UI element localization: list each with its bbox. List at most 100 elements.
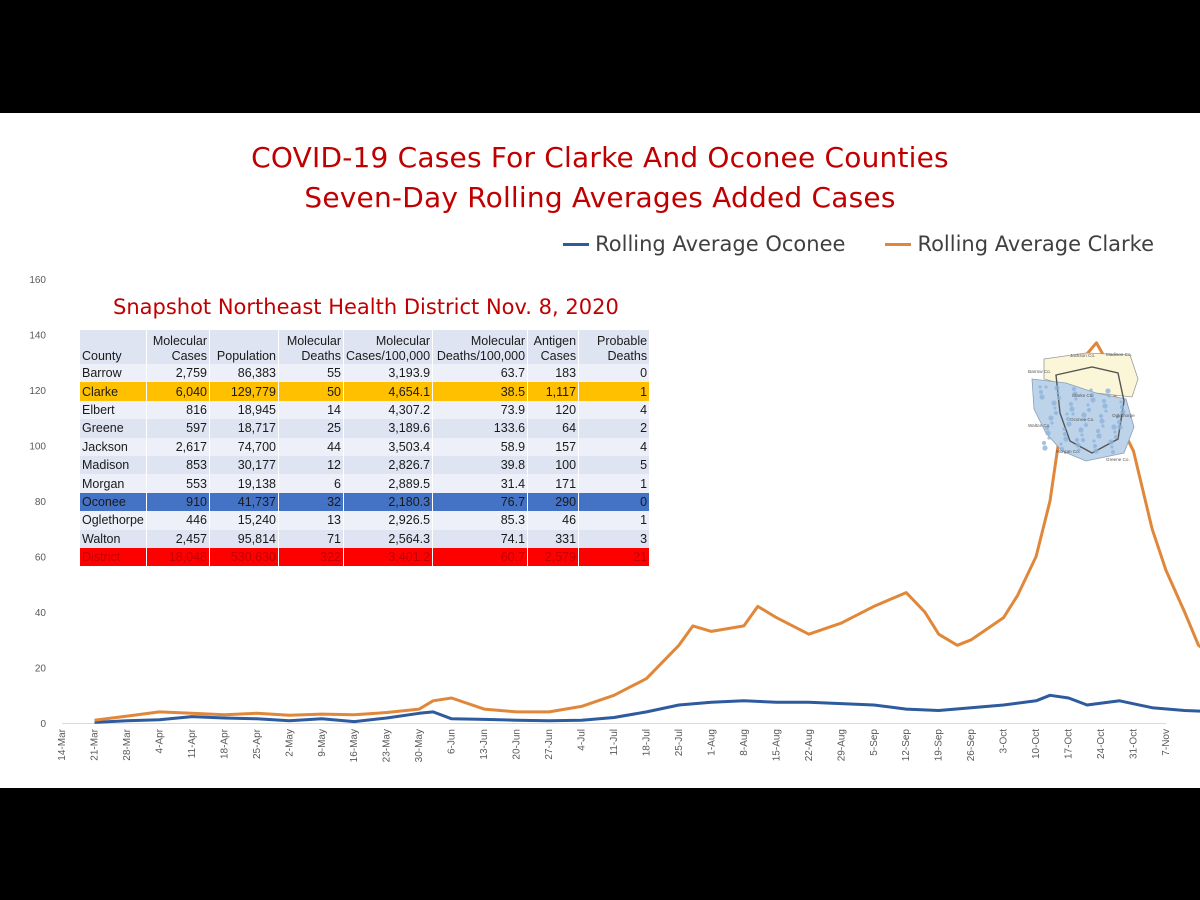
map-texture xyxy=(1038,385,1126,455)
x-tick-label: 19-Sep xyxy=(934,729,945,762)
cell-county: Oglethorpe xyxy=(80,511,147,530)
header-deaths-per-100k-text: Molecular Deaths/100,000 xyxy=(436,334,526,363)
cell-molecular-deaths: 25 xyxy=(278,419,344,438)
cell-population: 18,945 xyxy=(209,400,279,420)
x-tick-label: 3-Oct xyxy=(999,729,1010,754)
map-label-greene: Greene Co. xyxy=(1106,457,1130,462)
cell-cases-per-100k: 2,889.5 xyxy=(343,474,434,493)
map-texture-dot xyxy=(1092,443,1098,449)
cell-cases-per-100k: 2,180.3 xyxy=(343,492,434,512)
x-tick-label: 13-Jun xyxy=(479,729,490,760)
table-row: District 18,048 530,630 322 3,401.2 60.7 2,579… xyxy=(80,547,651,567)
cell-antigen-cases: 2,579 xyxy=(527,547,580,567)
table-body: Barrow 2,759 86,383 55 3,193.9 63.7 183 0 Clarke… xyxy=(80,364,651,567)
x-tick-label: 6-Jun xyxy=(447,729,458,754)
cell-molecular-cases: 6,040 xyxy=(146,382,210,401)
map-label-barrow: Barrow Co. xyxy=(1028,369,1051,374)
cell-molecular-cases: 816 xyxy=(146,400,210,420)
cell-county: Jackson xyxy=(80,437,147,456)
y-tick-label: 80 xyxy=(35,497,47,508)
cell-deaths-per-100k: 73.9 xyxy=(432,400,529,420)
map-texture-dot xyxy=(1117,424,1123,430)
map-texture-dot xyxy=(1048,415,1054,421)
x-tick-label: 14-Mar xyxy=(57,728,68,760)
x-tick-label: 10-Oct xyxy=(1031,729,1042,759)
map-texture-dot xyxy=(1039,394,1045,400)
cell-county: Barrow xyxy=(80,364,147,383)
x-tick-label: 11-Apr xyxy=(187,728,198,758)
cell-probable-deaths: 4 xyxy=(578,437,651,456)
map-texture-dot xyxy=(1095,428,1101,434)
x-tick-label: 22-Aug xyxy=(804,729,815,761)
map-texture-dot xyxy=(1098,413,1104,419)
map-texture-dot xyxy=(1086,407,1092,413)
map-texture-dot xyxy=(1089,388,1093,392)
table-row: Barrow 2,759 86,383 55 3,193.9 63.7 183 0 xyxy=(80,364,651,383)
map-texture-dot xyxy=(1099,418,1105,424)
slide: 0 20 40 60 80 100 120 140 160 14-Mar 21-Mar 28-Mar… xyxy=(0,113,1200,788)
x-tick-label: 12-Sep xyxy=(901,729,912,762)
cell-county: Madison xyxy=(80,455,147,475)
table-row: Greene 597 18,717 25 3,189.6 133.6 64 2 xyxy=(80,419,651,438)
header-deaths-per-100k: Molecular Deaths/100,000 xyxy=(432,330,529,364)
map-texture-dot xyxy=(1113,430,1117,434)
map-texture-dot xyxy=(1086,403,1090,407)
series-line-oconee xyxy=(94,693,1200,724)
map-texture-dot xyxy=(1096,433,1102,439)
cell-antigen-cases: 290 xyxy=(527,492,580,512)
table-row: Oglethorpe 446 15,240 13 2,926.5 85.3 46 1 xyxy=(80,511,651,530)
map-texture-dot xyxy=(1081,412,1087,418)
map-texture-dot xyxy=(1110,449,1116,455)
cell-deaths-per-100k: 58.9 xyxy=(432,437,529,456)
map-texture-dot xyxy=(1101,398,1107,404)
map-texture-dot xyxy=(1063,436,1069,442)
legend-swatch-clarke xyxy=(885,242,912,246)
cell-cases-per-100k: 2,564.3 xyxy=(343,529,434,548)
cell-probable-deaths: 1 xyxy=(578,382,651,401)
cell-deaths-per-100k: 39.8 xyxy=(432,455,529,475)
x-tick-label: 4-Jul xyxy=(577,729,588,751)
cell-population: 41,737 xyxy=(209,492,279,512)
map-label-walton: Walton Co. xyxy=(1028,423,1051,428)
x-axis: 14-Mar 21-Mar 28-Mar 4-Apr 11-Apr 18-Apr 25-Ap… xyxy=(57,723,1172,762)
cell-cases-per-100k: 3,189.6 xyxy=(343,419,434,438)
y-tick-label: 20 xyxy=(35,664,47,675)
map-texture-dot xyxy=(1071,412,1075,416)
cell-deaths-per-100k: 85.3 xyxy=(432,511,529,530)
cell-antigen-cases: 1,117 xyxy=(527,382,580,401)
cell-molecular-deaths: 71 xyxy=(278,529,344,548)
x-tick-label: 31-Oct xyxy=(1129,729,1140,759)
header-molecular-cases-text: Molecular Cases xyxy=(152,334,207,363)
cell-cases-per-100k: 2,826.7 xyxy=(343,455,434,475)
cell-molecular-deaths: 14 xyxy=(278,400,344,420)
cell-molecular-cases: 853 xyxy=(146,455,210,475)
map-texture-dot xyxy=(1075,442,1081,448)
district-table: County Molecular Cases Population Molecu… xyxy=(80,330,651,567)
header-cases-per-100k-text: Molecular Cases/100,000 xyxy=(346,334,431,363)
cell-molecular-deaths: 13 xyxy=(278,511,344,530)
header-molecular-cases: Molecular Cases xyxy=(146,330,210,364)
cell-probable-deaths: 5 xyxy=(578,455,651,475)
map-texture-dot xyxy=(1053,410,1059,416)
x-tick-label: 18-Apr xyxy=(219,728,230,759)
map-texture-dot xyxy=(1047,436,1051,440)
cell-cases-per-100k: 3,401.2 xyxy=(343,547,434,567)
cell-population: 15,240 xyxy=(209,511,279,530)
x-tick-label: 1-Aug xyxy=(706,729,717,756)
map-texture-dot xyxy=(1102,403,1108,409)
map-texture-dot xyxy=(1044,385,1048,389)
cell-county: Walton xyxy=(80,529,147,548)
map-texture-dot xyxy=(1107,394,1111,398)
y-axis: 0 20 40 60 80 100 120 140 160 xyxy=(29,275,46,730)
cell-county: Greene xyxy=(80,419,147,438)
cell-population: 95,814 xyxy=(209,529,279,548)
map-texture-dot xyxy=(1056,395,1062,401)
map-label-oconee: Oconee Co. xyxy=(1070,417,1095,422)
cell-population: 530,630 xyxy=(209,547,279,567)
map-texture-dot xyxy=(1090,397,1096,403)
header-molecular-deaths-text: Molecular Deaths xyxy=(286,334,341,363)
cell-deaths-per-100k: 63.7 xyxy=(432,364,529,383)
cell-molecular-cases: 18,048 xyxy=(146,547,210,567)
map-texture-dot xyxy=(1119,400,1123,404)
y-tick-label: 60 xyxy=(35,553,47,564)
